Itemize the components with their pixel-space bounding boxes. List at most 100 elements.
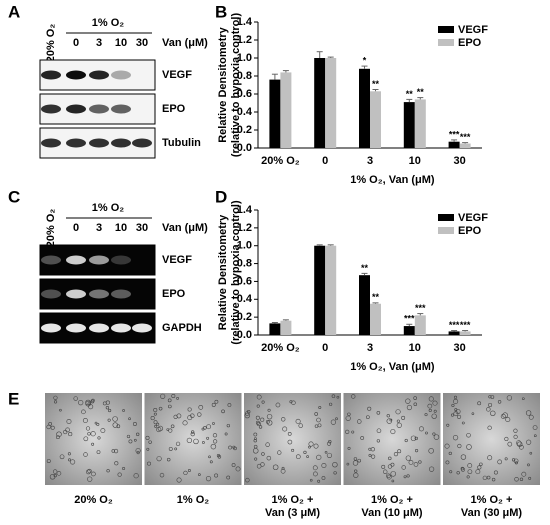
cell <box>173 414 178 419</box>
cell <box>258 425 263 429</box>
band <box>132 323 152 333</box>
cell <box>390 471 396 477</box>
band <box>111 70 131 80</box>
y-tick-label: 0.8 <box>237 70 252 82</box>
cell <box>383 469 388 474</box>
cell <box>408 459 414 465</box>
cell <box>210 443 217 450</box>
cell <box>100 428 106 433</box>
cell <box>317 479 321 483</box>
cell <box>519 444 524 450</box>
panel-letter: C <box>8 187 20 206</box>
cell <box>94 421 98 425</box>
y-tick-label: 0.6 <box>237 88 252 100</box>
cell <box>46 459 51 464</box>
dose-label: 30 <box>136 37 148 49</box>
cell <box>456 414 462 419</box>
cell <box>446 423 450 427</box>
band <box>89 138 109 148</box>
cell <box>182 420 188 426</box>
cell <box>529 451 533 455</box>
y-axis-label: Relative Densitometry <box>217 26 229 142</box>
significance: *** <box>415 303 426 313</box>
cell <box>525 410 532 416</box>
cell <box>504 436 509 442</box>
cell <box>287 439 293 445</box>
cell <box>491 477 496 482</box>
cell <box>68 458 72 462</box>
cell <box>533 434 537 438</box>
cell <box>450 413 455 417</box>
cell <box>83 436 89 442</box>
y-axis-label: (relative to hypoxia control) <box>230 13 242 158</box>
cell <box>332 461 338 468</box>
bar <box>448 141 460 148</box>
cell <box>193 438 199 445</box>
cell <box>256 394 262 400</box>
cell <box>487 455 493 461</box>
cell <box>176 396 179 400</box>
legend-label: VEGF <box>458 24 488 36</box>
cell <box>418 460 422 464</box>
cell <box>356 419 362 424</box>
control-lane-label: 20% O₂ <box>45 209 57 248</box>
dose-label: 30 <box>136 222 148 234</box>
micrograph <box>144 393 242 485</box>
cell <box>513 434 518 439</box>
band <box>66 255 86 265</box>
cell <box>456 471 460 475</box>
cell <box>265 442 270 447</box>
cell <box>347 412 351 416</box>
cell <box>335 417 338 421</box>
cell <box>156 427 162 433</box>
cell <box>197 412 202 417</box>
band-label: VEGF <box>162 254 192 266</box>
y-tick-label: 1.2 <box>237 34 252 46</box>
band-label: GAPDH <box>162 322 202 334</box>
dose-axis-label: Van (μM) <box>162 37 208 49</box>
cell <box>488 402 493 407</box>
cell <box>405 455 412 461</box>
cell <box>316 454 322 460</box>
cell <box>153 408 158 413</box>
cell <box>368 447 372 451</box>
cell <box>56 431 62 437</box>
cell <box>107 418 111 422</box>
significance: ** <box>406 89 414 99</box>
cell <box>393 452 399 457</box>
cell <box>147 461 151 466</box>
y-tick-label: 0.0 <box>237 329 252 341</box>
cell <box>466 475 470 479</box>
panel-letter: D <box>215 187 227 206</box>
cell <box>171 394 176 398</box>
cell <box>445 460 450 465</box>
cell <box>291 448 295 452</box>
cell <box>321 463 327 469</box>
band <box>41 289 61 299</box>
band <box>111 104 131 114</box>
x-tick-label: 3 <box>367 155 373 167</box>
cell <box>153 412 157 416</box>
x-axis-label: 1% O₂, Van (μM) <box>350 361 435 373</box>
cell <box>331 394 336 398</box>
band-label: Tubulin <box>162 137 201 149</box>
cell <box>401 465 406 470</box>
band <box>111 289 131 299</box>
cell <box>113 448 119 454</box>
cell <box>87 468 92 474</box>
cell <box>521 397 525 401</box>
cell <box>313 443 319 449</box>
cell <box>336 395 340 399</box>
cell <box>235 466 241 472</box>
cell <box>381 464 386 469</box>
cell <box>136 451 140 455</box>
legend-swatch <box>438 26 454 33</box>
y-tick-label: 1.4 <box>237 16 253 28</box>
cell <box>150 416 155 421</box>
cell <box>367 406 372 411</box>
cell <box>67 452 71 456</box>
cell <box>386 414 390 418</box>
band <box>89 323 109 333</box>
cell <box>395 409 401 415</box>
cell <box>487 425 492 430</box>
